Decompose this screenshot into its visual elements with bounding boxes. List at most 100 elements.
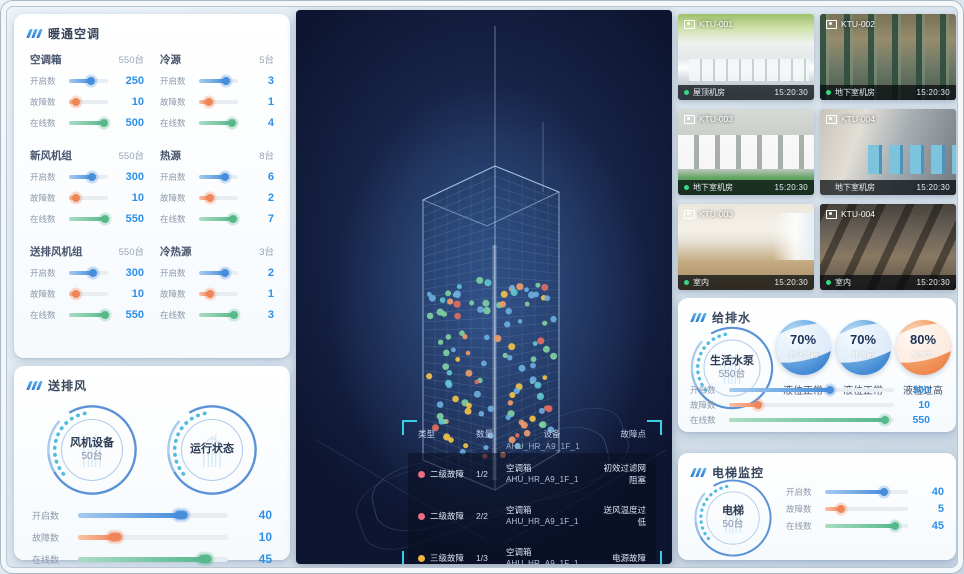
stat-slider[interactable]: [78, 510, 228, 520]
slider-knob[interactable]: [891, 521, 900, 530]
stat-row: 故障数 10: [32, 526, 272, 548]
stat-slider[interactable]: [199, 97, 238, 106]
fault-qty: 1/3: [476, 553, 488, 563]
stat-slider[interactable]: [69, 118, 108, 127]
camera-tile-ktu-001[interactable]: KTU-001 屋顶机房 15:20:30: [678, 14, 814, 100]
slider-knob[interactable]: [221, 172, 230, 181]
building-3d-view[interactable]: 类型 数量 设备 故障点 AHU_HR_A9_1F_1 二级故障 1/2 空调箱…: [296, 10, 672, 564]
stat-slider[interactable]: [69, 310, 109, 319]
slider-knob[interactable]: [88, 172, 97, 181]
panel-fan-header: 送排风: [14, 366, 290, 396]
slider-knob[interactable]: [174, 510, 188, 520]
stat-row: 开启数 300: [690, 382, 930, 397]
slider-knob[interactable]: [88, 268, 97, 277]
camera-tile-indoor-2[interactable]: KTU-004 室内 15:20:30: [820, 204, 956, 290]
stat-slider[interactable]: [729, 400, 894, 409]
fault-row[interactable]: 二级故障 1/2 空调箱 AHU_HR_A9_1F_1 初效过滤网阻塞: [408, 453, 656, 495]
slider-knob[interactable]: [228, 118, 237, 127]
stat-slider[interactable]: [199, 310, 238, 319]
slider-knob[interactable]: [229, 310, 238, 319]
stat-slider[interactable]: [199, 172, 238, 181]
slider-knob[interactable]: [205, 289, 214, 298]
stat-value: 3: [267, 74, 274, 87]
stat-slider[interactable]: [825, 487, 908, 496]
slider-knob[interactable]: [205, 193, 214, 202]
stat-slider[interactable]: [78, 554, 228, 564]
slider-knob[interactable]: [879, 487, 888, 496]
online-dot-icon: [684, 185, 689, 190]
stat-label: 开启数: [160, 75, 186, 86]
fault-level-dot: [418, 554, 425, 562]
camera-tile-indoor-1[interactable]: KTU-003 室内 15:20:30: [678, 204, 814, 290]
slider-knob[interactable]: [198, 554, 212, 564]
tank-status: 液位过高: [903, 386, 943, 397]
stat-slider[interactable]: [69, 193, 108, 202]
stat-slider[interactable]: [199, 268, 238, 277]
tank-percent: 70%: [789, 332, 817, 347]
camera-tile-ktu-002[interactable]: KTU-002 地下室机房 15:20:30: [820, 14, 956, 100]
stat-label: 故障数: [30, 192, 56, 203]
stat-slider[interactable]: [69, 76, 108, 85]
hvac-group-fresh-air: 新风机组 550台 开启数 300 故障数 10 在线数 550: [30, 148, 144, 229]
stat-row: 开启数 300: [30, 166, 144, 187]
camera-timestamp: 15:20:30: [774, 183, 808, 192]
slider-knob[interactable]: [71, 97, 80, 106]
slider-knob[interactable]: [71, 289, 80, 298]
stat-slider[interactable]: [69, 268, 108, 277]
stat-value: 10: [258, 530, 272, 544]
bracket-corner-icon: [402, 551, 417, 564]
slider-knob[interactable]: [100, 310, 109, 319]
slider-knob[interactable]: [229, 214, 238, 223]
gauge-title: 生活水泵: [710, 354, 754, 367]
building-watermark-icon: [723, 353, 741, 384]
col-header-qty: 数量: [476, 429, 494, 439]
stat-slider[interactable]: [199, 289, 238, 298]
camera-tile-ktu-004[interactable]: KTU-004 地下室机房 15:20:30: [820, 109, 956, 195]
online-dot-icon: [826, 90, 831, 95]
stat-row: 故障数 1: [160, 91, 274, 112]
stat-row: 在线数 550: [30, 208, 144, 229]
camera-icon: [826, 209, 837, 219]
stat-slider[interactable]: [69, 289, 108, 298]
stat-slider[interactable]: [199, 118, 238, 127]
slider-knob[interactable]: [880, 415, 889, 424]
slider-knob[interactable]: [100, 214, 109, 223]
fault-row[interactable]: 二级故障 2/2 空调箱 AHU_HR_A9_1F_1 送风温度过低: [408, 495, 656, 537]
group-name: 热源: [160, 150, 181, 162]
stat-slider[interactable]: [199, 214, 238, 223]
stat-slider[interactable]: [69, 214, 109, 223]
tank-name: 补水箱: [851, 350, 875, 359]
slider-knob[interactable]: [108, 532, 122, 542]
stat-label: 故障数: [32, 532, 60, 543]
slider-knob[interactable]: [204, 97, 213, 106]
slider-knob[interactable]: [753, 400, 762, 409]
stat-slider[interactable]: [825, 504, 908, 513]
stat-slider[interactable]: [69, 172, 108, 181]
stat-slider[interactable]: [729, 385, 894, 394]
stat-value: 3: [267, 308, 274, 321]
stat-slider[interactable]: [78, 532, 228, 542]
panel-fan-title: 送排风: [48, 379, 88, 393]
bracket-corner-icon: [402, 420, 417, 435]
slider-knob[interactable]: [826, 385, 835, 394]
slider-knob[interactable]: [222, 76, 231, 85]
slider-knob[interactable]: [99, 118, 108, 127]
camera-id: KTU-003: [699, 114, 734, 124]
panel-elevator-title: 电梯监控: [712, 466, 765, 480]
slider-knob[interactable]: [836, 504, 845, 513]
slider-knob[interactable]: [220, 268, 229, 277]
fault-table-header: 类型 数量 设备 故障点: [408, 424, 656, 442]
stat-slider[interactable]: [69, 97, 108, 106]
stat-value: 300: [125, 170, 144, 183]
fault-row[interactable]: 三级故障 1/3 空调箱 AHU_HR_A9_1F_1 电源故障: [408, 537, 656, 564]
slider-knob[interactable]: [71, 193, 80, 202]
fault-type: 二级故障: [430, 511, 465, 521]
stat-slider[interactable]: [199, 193, 238, 202]
slider-knob[interactable]: [86, 76, 95, 85]
stat-row: 开启数 40: [786, 483, 944, 500]
stat-slider[interactable]: [199, 76, 238, 85]
camera-tile-ktu-003[interactable]: KTU-003 地下室机房 15:20:30: [678, 109, 814, 195]
hvac-group-cold-heat-source: 冷热源 3台 开启数 2 故障数 1 在线数 3: [160, 244, 274, 325]
stat-slider[interactable]: [729, 415, 894, 424]
stat-slider[interactable]: [825, 521, 908, 530]
